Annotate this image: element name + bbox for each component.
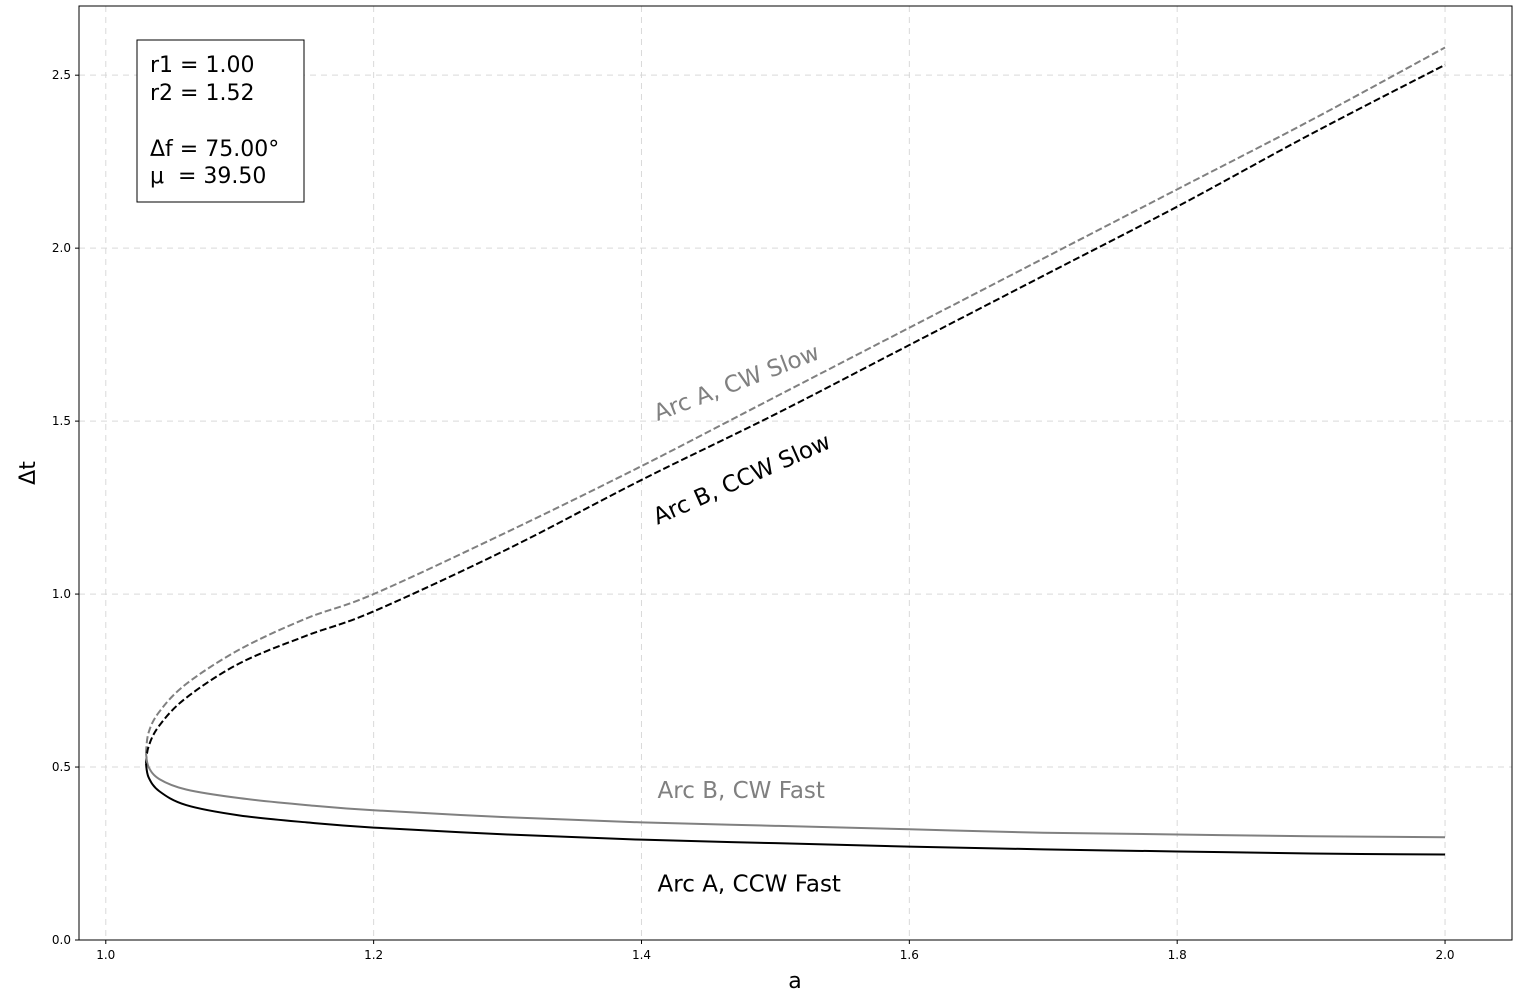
y-axis-label: Δt (16, 461, 41, 485)
y-tick-label: 2.5 (52, 68, 71, 82)
series-line-arc-a-cw-slow (144, 46, 1446, 754)
x-tick-label: 1.6 (900, 948, 919, 962)
info-box: r1 = 1.00 r2 = 1.52 Δf = 75.00° μ = 39.5… (136, 39, 305, 203)
series-line-arc-b-ccw-slow (144, 63, 1446, 764)
series-line-arc-b-cw-fast (144, 753, 1446, 839)
x-tick-label: 1.4 (632, 948, 651, 962)
y-tick-label: 1.5 (52, 414, 71, 428)
curve-label-arc-b-cw-fast: Arc B, CW Fast (658, 778, 825, 804)
x-tick-label: 1.8 (1168, 948, 1187, 962)
info-delta-f: Δf = 75.00° (150, 137, 279, 162)
y-tick-label: 0.5 (52, 760, 71, 774)
info-box-frame (136, 39, 305, 203)
x-axis-label: a (788, 969, 801, 994)
y-tick-label: 1.0 (52, 587, 71, 601)
y-tick-label: 0.0 (52, 933, 71, 947)
series-line-arc-a-ccw-fast (144, 763, 1446, 856)
plot-background (79, 6, 1512, 940)
curves (144, 46, 1446, 856)
curve-label-arc-a-ccw-fast: Arc A, CCW Fast (658, 872, 841, 898)
x-tick-label: 1.2 (364, 948, 383, 962)
axis-ticks: 1.0 1.2 1.4 1.6 1.8 2.0 0.0 0.5 1.0 1.5 2.0 2.5 (52, 68, 1455, 962)
x-tick-label: 1.0 (96, 948, 115, 962)
x-tick-label: 2.0 (1435, 948, 1454, 962)
grid (79, 6, 1512, 941)
plot-frame (78, 5, 1513, 941)
y-tick-label: 2.0 (52, 241, 71, 255)
info-r2: r2 = 1.52 (150, 81, 254, 106)
info-mu: μ = 39.50 (150, 164, 266, 189)
info-r1: r1 = 1.00 (150, 53, 254, 78)
